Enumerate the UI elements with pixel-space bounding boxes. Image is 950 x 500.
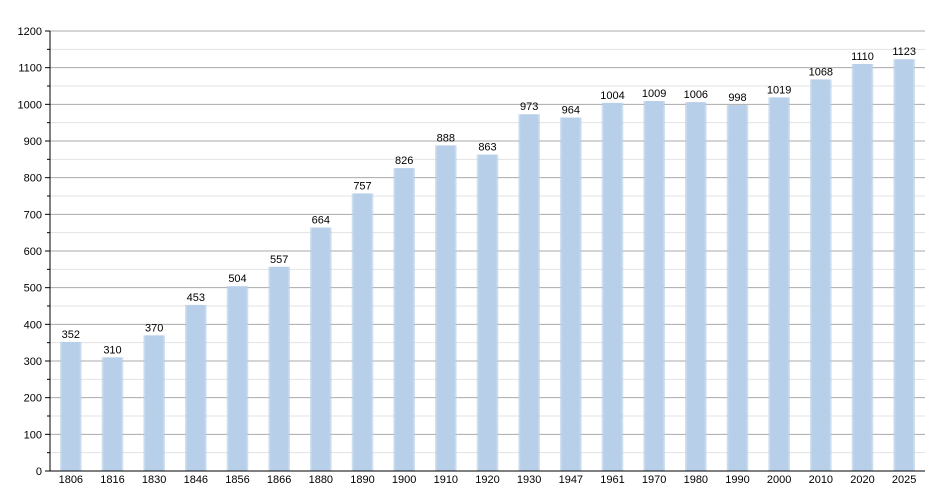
data-label-1856: 504 bbox=[228, 273, 246, 285]
bar-1900 bbox=[393, 168, 415, 471]
bar-1856 bbox=[226, 286, 249, 471]
bar-1947 bbox=[560, 117, 582, 472]
x-tick-label-1880: 1880 bbox=[309, 474, 333, 486]
bar-1961 bbox=[601, 102, 624, 471]
bar-2020 bbox=[851, 64, 874, 471]
x-tick-label-1806: 1806 bbox=[59, 474, 83, 486]
y-tick-label: 900 bbox=[24, 136, 42, 148]
data-label-1920: 863 bbox=[478, 142, 496, 154]
bar-1806 bbox=[60, 341, 82, 471]
data-label-2000: 1019 bbox=[767, 84, 791, 96]
data-label-1980: 1006 bbox=[684, 89, 708, 101]
bar-1910 bbox=[435, 145, 457, 471]
data-label-1846: 453 bbox=[187, 292, 205, 304]
data-label-1830: 370 bbox=[145, 322, 163, 334]
bar-1990 bbox=[726, 105, 749, 472]
x-tick-label-1856: 1856 bbox=[225, 474, 249, 486]
data-label-1880: 664 bbox=[312, 215, 330, 227]
bars bbox=[60, 59, 915, 472]
data-label-1947: 964 bbox=[562, 105, 580, 117]
data-label-1900: 826 bbox=[395, 155, 413, 167]
x-tick-label-1910: 1910 bbox=[434, 474, 458, 486]
data-label-2025: 1123 bbox=[892, 46, 916, 58]
bar-1816 bbox=[101, 357, 124, 471]
x-axis-ticks: 1806 1816 1830 1846 1856 1866 1880 1890 1900 1910… bbox=[59, 474, 917, 486]
x-tick-label-1961: 1961 bbox=[600, 474, 624, 486]
x-tick-label-2000: 2000 bbox=[767, 474, 791, 486]
x-tick-label-2010: 2010 bbox=[809, 474, 833, 486]
y-tick-label: 500 bbox=[24, 283, 42, 295]
x-tick-label-1920: 1920 bbox=[475, 474, 499, 486]
y-axis-ticks: 0 100 200 300 400 500 600 700 800 900 1000 1100 1200 bbox=[18, 26, 50, 478]
x-tick-label-1830: 1830 bbox=[142, 474, 166, 486]
y-tick-label: 100 bbox=[24, 429, 42, 441]
data-label-1806: 352 bbox=[62, 329, 80, 341]
bar-2010 bbox=[810, 79, 832, 472]
bar-1980 bbox=[685, 102, 707, 471]
x-tick-label-1890: 1890 bbox=[350, 474, 374, 486]
axes bbox=[49, 31, 925, 472]
bar-1866 bbox=[268, 266, 290, 471]
data-label-1930: 973 bbox=[520, 101, 538, 113]
data-labels: 352 310 370 453 504 557 664 757 826 888 863 973 964 1… bbox=[62, 46, 916, 356]
data-label-1910: 888 bbox=[437, 132, 455, 144]
y-tick-label: 300 bbox=[24, 356, 42, 368]
bar-1880 bbox=[310, 227, 332, 471]
x-tick-label-1816: 1816 bbox=[100, 474, 124, 486]
y-tick-label: 1000 bbox=[18, 99, 42, 111]
x-tick-label-1980: 1980 bbox=[684, 474, 708, 486]
data-label-1866: 557 bbox=[270, 254, 288, 266]
x-tick-label-1990: 1990 bbox=[725, 474, 749, 486]
y-tick-label: 600 bbox=[24, 246, 42, 258]
y-tick-label: 200 bbox=[24, 393, 42, 405]
data-label-1890: 757 bbox=[353, 180, 371, 192]
x-tick-label-2020: 2020 bbox=[850, 474, 874, 486]
x-tick-label-1866: 1866 bbox=[267, 474, 291, 486]
data-label-1970: 1009 bbox=[642, 88, 666, 100]
bar-2000 bbox=[768, 97, 790, 471]
bar-1970 bbox=[643, 101, 665, 472]
bar-1890 bbox=[351, 193, 374, 471]
bar-2025 bbox=[893, 59, 915, 471]
x-tick-label-1930: 1930 bbox=[517, 474, 541, 486]
x-tick-label-1947: 1947 bbox=[559, 474, 583, 486]
data-label-2020: 1110 bbox=[851, 51, 874, 63]
y-tick-label: 0 bbox=[36, 466, 42, 478]
data-label-2010: 1068 bbox=[809, 66, 833, 78]
bar-1846 bbox=[185, 304, 207, 471]
data-label-1990: 998 bbox=[728, 92, 746, 104]
x-tick-label-1846: 1846 bbox=[184, 474, 208, 486]
y-tick-label: 1200 bbox=[18, 26, 42, 38]
x-tick-label-1900: 1900 bbox=[392, 474, 416, 486]
bar-1920 bbox=[476, 154, 499, 472]
x-tick-label-2025: 2025 bbox=[892, 474, 916, 486]
y-tick-label: 1100 bbox=[18, 63, 42, 75]
data-label-1961: 1004 bbox=[600, 90, 624, 102]
y-tick-label: 400 bbox=[24, 319, 42, 331]
x-tick-label-1970: 1970 bbox=[642, 474, 666, 486]
y-tick-label: 700 bbox=[24, 209, 42, 221]
bar-1930 bbox=[518, 114, 540, 471]
y-tick-label: 800 bbox=[24, 173, 42, 185]
data-label-1816: 310 bbox=[103, 344, 121, 356]
bar-1830 bbox=[143, 335, 165, 471]
